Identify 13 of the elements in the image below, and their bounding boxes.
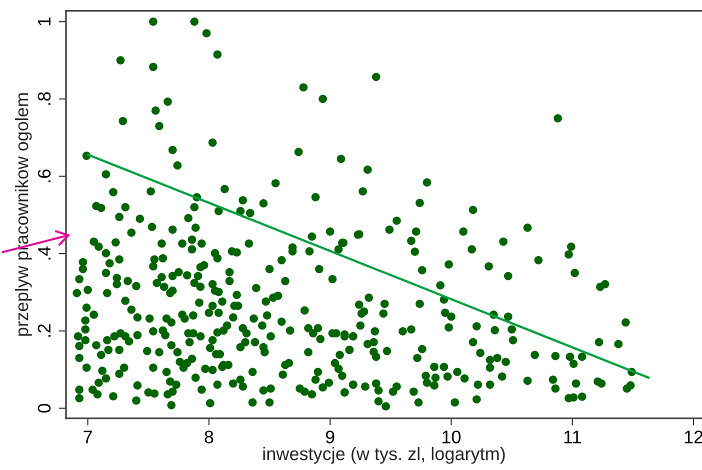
y-tick-label: .2 (38, 324, 50, 337)
x-tick-label: 8 (204, 430, 214, 444)
x-axis-title: inwestycje (w tys. zl, logarytm) (263, 446, 505, 464)
x-tick-label: 9 (326, 430, 334, 444)
x-tick-label: 10 (442, 430, 461, 444)
y-tick-label: .6 (38, 170, 51, 182)
y-tick-label: 1 (38, 17, 50, 26)
x-tick-label: 7 (84, 430, 92, 444)
y-axis-title: przeplyw pracownikow ogolem (14, 93, 32, 336)
y-tick-label: 0 (38, 404, 51, 413)
y-tick-label: .4 (38, 246, 50, 260)
x-tick-label: 11 (564, 430, 581, 444)
y-tick-label: .8 (38, 92, 51, 105)
